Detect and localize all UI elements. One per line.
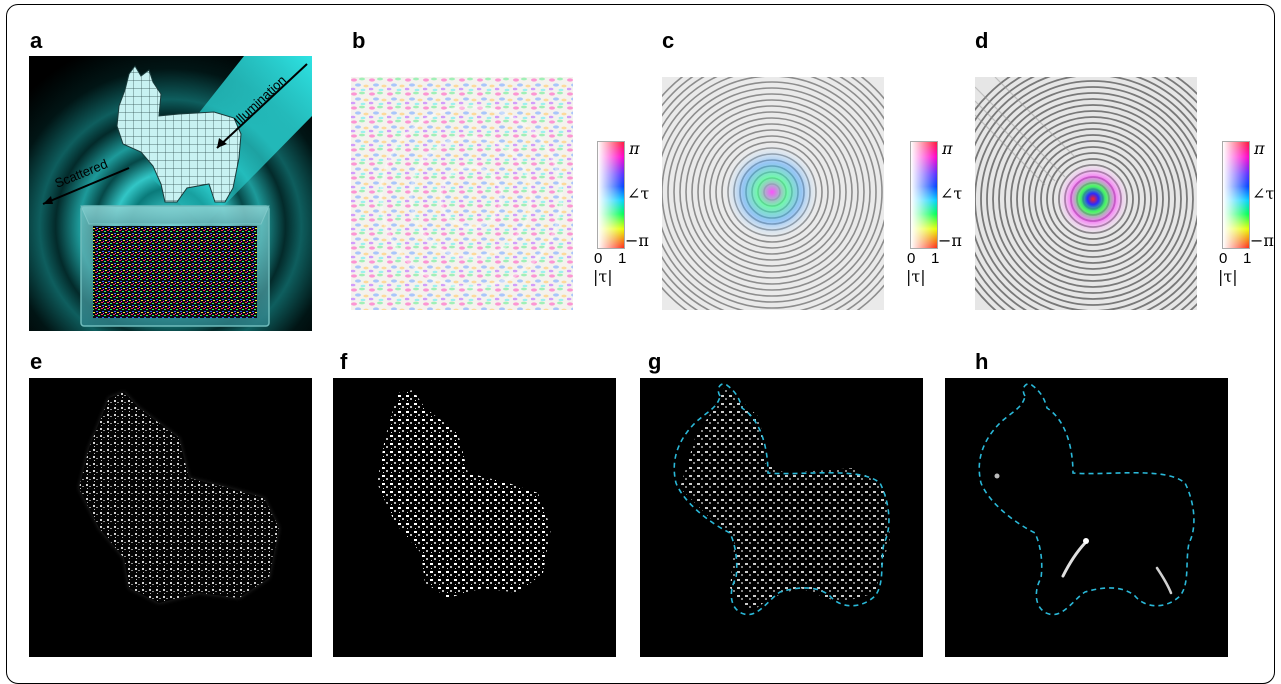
colorbar-c: π ∠τ −π 0 1 |τ| — [906, 139, 970, 301]
colorbar-gradient — [597, 141, 625, 249]
illumination-arrow — [216, 63, 308, 149]
panel-h-reconstruction-outlined — [945, 378, 1228, 657]
panel-g-reconstruction-outlined — [640, 378, 923, 657]
cow-outline-dashed — [978, 383, 1195, 616]
panel-label-f: f — [340, 349, 348, 374]
scattering-medium — [80, 205, 270, 327]
panel-label-d: d — [975, 28, 989, 53]
panel-label-e: e — [30, 349, 43, 374]
colorbar-bottom-label: −π — [625, 231, 649, 250]
panel-d-focused-field — [975, 77, 1197, 310]
panel-f-reconstruction — [333, 378, 616, 657]
colorbar-phase-label: ∠τ — [1252, 184, 1275, 203]
panel-label-g: g — [648, 349, 662, 374]
cow-outline-dashed — [673, 383, 890, 616]
colorbar-phase-label: ∠τ — [627, 184, 650, 203]
colorbar-tick-max: 1 — [931, 250, 940, 267]
panel-b-speckle-field — [351, 77, 573, 310]
colorbar-gradient — [1222, 141, 1250, 249]
scattered-arrow — [42, 167, 130, 205]
panel-label-b: b — [352, 28, 366, 53]
colorbar-b: π ∠τ −π 0 1 |τ| — [593, 139, 657, 301]
colorbar-top-label: π — [1254, 139, 1265, 158]
colorbar-abs-label: |τ| — [906, 267, 926, 286]
colorbar-abs-label: |τ| — [1218, 267, 1238, 286]
panel-e-reconstruction — [29, 378, 312, 657]
colorbar-phase-label: ∠τ — [940, 184, 963, 203]
colorbar-d: π ∠τ −π 0 1 |τ| — [1218, 139, 1278, 301]
colorbar-top-label: π — [629, 139, 640, 158]
colorbar-bottom-label: −π — [938, 231, 962, 250]
colorbar-top-label: π — [942, 139, 953, 158]
panel-a-illustration: Illumination Scattered — [29, 56, 312, 331]
cow-model-icon — [116, 65, 242, 203]
colorbar-tick-max: 1 — [618, 250, 627, 267]
colorbar-tick-min: 0 — [907, 250, 916, 267]
colorbar-abs-label: |τ| — [593, 267, 613, 286]
colorbar-tick-max: 1 — [1243, 250, 1252, 267]
colorbar-tick-min: 0 — [1219, 250, 1228, 267]
colorbar-gradient — [910, 141, 938, 249]
panel-c-interference-field — [662, 77, 884, 310]
colorbar-bottom-label: −π — [1250, 231, 1274, 250]
panel-label-h: h — [975, 349, 989, 374]
panel-label-c: c — [662, 28, 675, 53]
panel-label-a: a — [30, 28, 43, 53]
colorbar-tick-min: 0 — [594, 250, 603, 267]
